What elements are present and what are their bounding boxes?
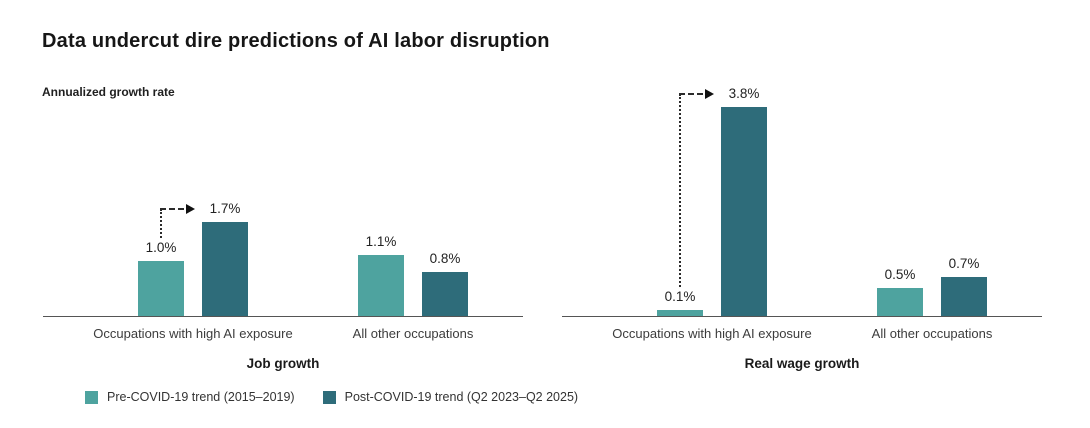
axis-title-job-growth: Job growth	[246, 356, 320, 371]
bar-post-covid	[941, 277, 987, 316]
bar-pre-covid	[358, 255, 404, 316]
plot-area-job-growth: 1.0% 1.7% 1.1% 0.8%	[43, 76, 523, 317]
category-label: All other occupations	[352, 326, 474, 341]
bar-pre-covid	[138, 261, 184, 316]
annotation-arrowhead-icon	[186, 204, 195, 214]
axis-title-real-wage-growth: Real wage growth	[744, 356, 860, 371]
annotation-arrow-vertical	[679, 94, 681, 287]
annotation-arrow-horizontal	[160, 208, 184, 210]
legend-label-pre-covid: Pre-COVID-19 trend (2015–2019)	[107, 390, 295, 404]
page-title: Data undercut dire predictions of AI lab…	[42, 30, 550, 52]
value-label: 1.7%	[209, 201, 241, 216]
bar-post-covid	[721, 107, 767, 316]
category-label: All other occupations	[871, 326, 993, 341]
annotation-arrowhead-icon	[705, 89, 714, 99]
bar-post-covid	[202, 222, 248, 316]
legend-item-pre-covid: Pre-COVID-19 trend (2015–2019)	[85, 390, 295, 404]
legend: Pre-COVID-19 trend (2015–2019) Post-COVI…	[85, 390, 578, 404]
bar-pre-covid	[877, 288, 923, 316]
value-label: 0.8%	[429, 251, 461, 266]
chart-panel-real-wage-growth: 0.1% 3.8% 0.5% 0.7% Occupations with high A…	[562, 0, 1042, 428]
legend-label-post-covid: Post-COVID-19 trend (Q2 2023–Q2 2025)	[344, 390, 579, 404]
annotation-arrow-vertical	[160, 209, 162, 238]
value-label: 3.8%	[728, 86, 760, 101]
legend-swatch-pre-covid-icon	[85, 390, 98, 404]
value-label: 0.1%	[664, 289, 696, 304]
category-label: Occupations with high AI exposure	[93, 326, 293, 341]
bar-post-covid	[422, 272, 468, 316]
plot-area-real-wage-growth: 0.1% 3.8% 0.5% 0.7%	[562, 76, 1042, 317]
legend-swatch-post-covid-icon	[322, 390, 336, 404]
y-axis-unit-label: Annualized growth rate	[42, 85, 175, 99]
value-label: 1.1%	[365, 234, 397, 249]
category-label: Occupations with high AI exposure	[612, 326, 812, 341]
annotation-arrow-horizontal	[679, 93, 703, 95]
value-label: 0.5%	[884, 267, 916, 282]
legend-item-post-covid: Post-COVID-19 trend (Q2 2023–Q2 2025)	[322, 390, 579, 404]
bar-pre-covid	[657, 310, 703, 316]
value-label: 1.0%	[145, 240, 177, 255]
chart-panel-job-growth: 1.0% 1.7% 1.1% 0.8% Occupations with high A…	[43, 0, 523, 428]
value-label: 0.7%	[948, 256, 980, 271]
